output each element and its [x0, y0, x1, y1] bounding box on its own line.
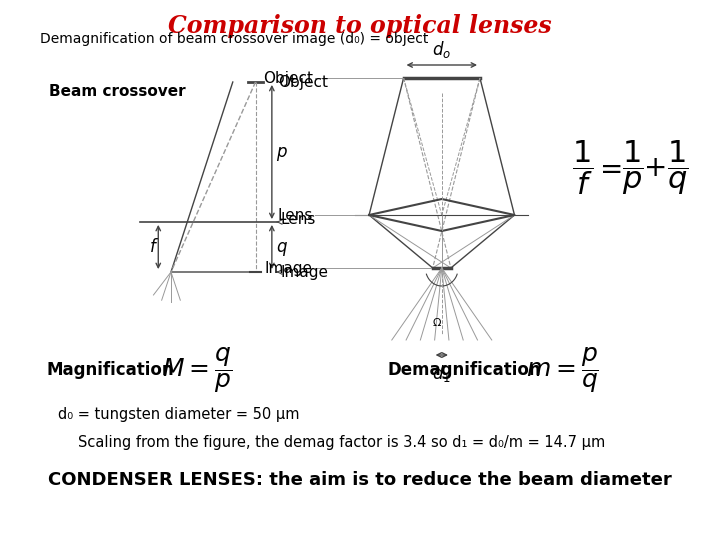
Text: $\Omega$: $\Omega$	[432, 316, 442, 328]
Text: $M = \dfrac{q}{p}$: $M = \dfrac{q}{p}$	[162, 345, 232, 395]
Text: $m = \dfrac{p}{q}$: $m = \dfrac{p}{q}$	[526, 345, 599, 395]
Text: $\dfrac{1}{p}$: $\dfrac{1}{p}$	[622, 139, 644, 197]
Text: Demagnification of beam crossover image (d₀) = object: Demagnification of beam crossover image …	[40, 32, 428, 46]
Text: Magnification: Magnification	[47, 361, 174, 379]
Text: d₀ = tungsten diameter = 50 μm: d₀ = tungsten diameter = 50 μm	[58, 408, 300, 422]
Text: $d_1$: $d_1$	[432, 363, 451, 384]
Text: Lens: Lens	[280, 213, 315, 227]
Text: $\dfrac{1}{f}$: $\dfrac{1}{f}$	[572, 139, 593, 197]
Text: Image: Image	[280, 265, 328, 280]
Text: Image: Image	[265, 260, 312, 275]
Text: Beam crossover: Beam crossover	[49, 84, 186, 99]
Text: p: p	[276, 143, 287, 161]
Text: Comparison to optical lenses: Comparison to optical lenses	[168, 14, 552, 38]
Text: q: q	[276, 238, 287, 256]
Text: Scaling from the figure, the demag factor is 3.4 so d₁ = d₀/m = 14.7 μm: Scaling from the figure, the demag facto…	[78, 435, 606, 450]
Text: Object: Object	[263, 71, 312, 85]
Text: $+$: $+$	[643, 154, 665, 182]
Text: Lens: Lens	[277, 207, 312, 222]
Text: Object: Object	[278, 75, 328, 90]
Text: $\dfrac{1}{q}$: $\dfrac{1}{q}$	[667, 139, 689, 197]
Text: CONDENSER LENSES: the aim is to reduce the beam diameter: CONDENSER LENSES: the aim is to reduce t…	[48, 471, 672, 489]
Text: $=$: $=$	[594, 154, 622, 182]
Text: $d_o$: $d_o$	[432, 39, 451, 60]
Text: Demagnification: Demagnification	[387, 361, 541, 379]
Text: f: f	[150, 238, 156, 256]
